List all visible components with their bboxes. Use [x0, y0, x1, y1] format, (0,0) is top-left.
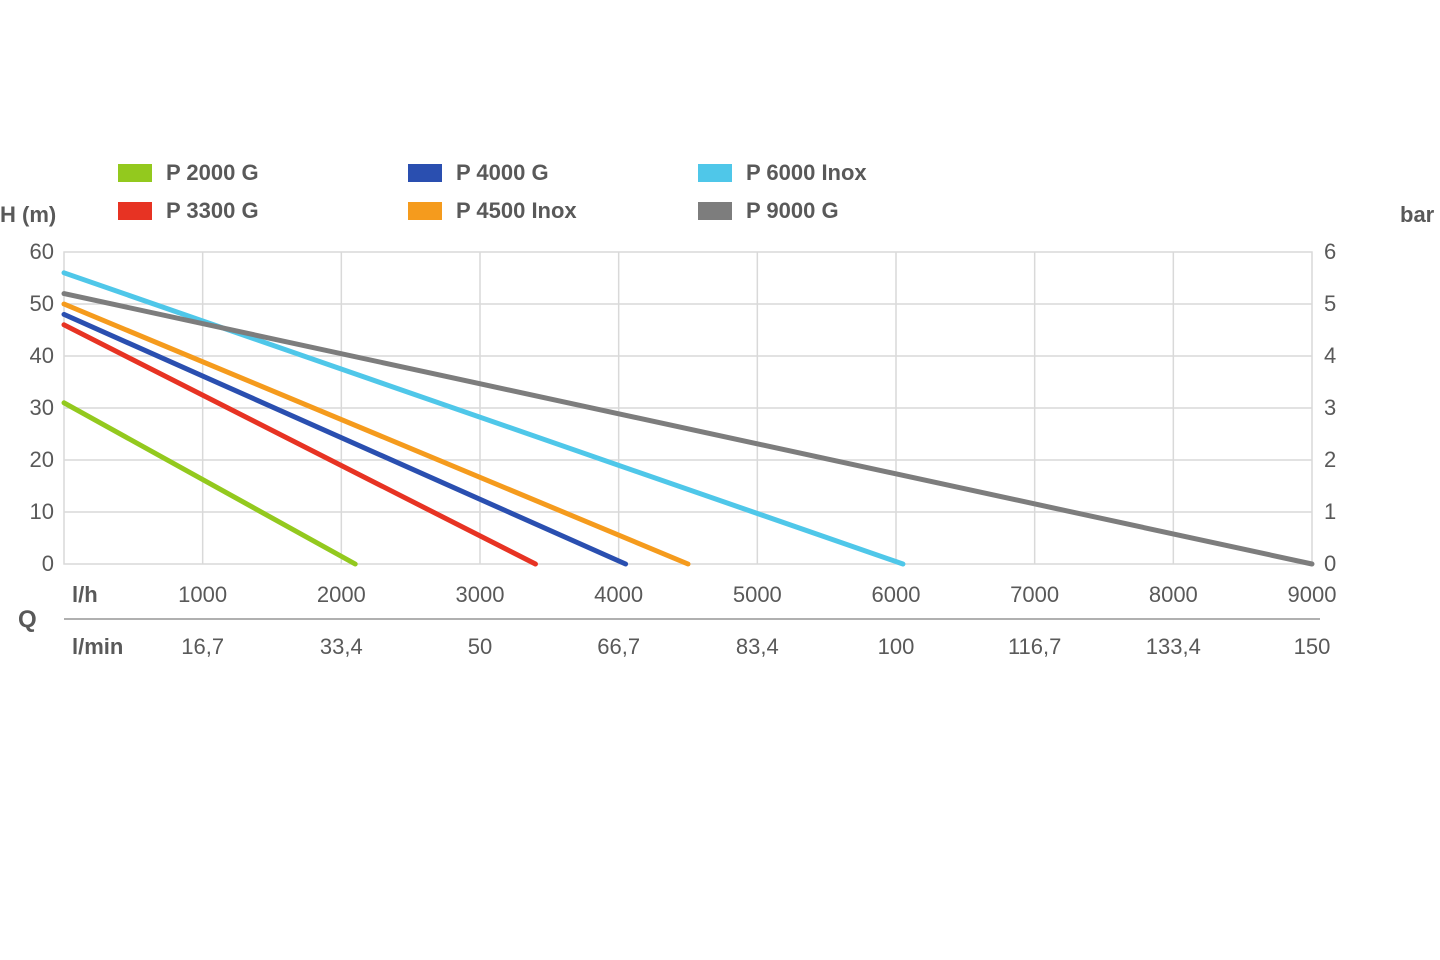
x-axis-q-label: Q [18, 606, 37, 634]
x-tick-label-lh: 5000 [733, 582, 782, 608]
y-right-tick-label: 0 [1324, 551, 1336, 577]
x-tick-label-lh: 1000 [178, 582, 227, 608]
x-tick-label-lmin: 33,4 [320, 634, 363, 660]
x-axis-unit-lmin: l/min [72, 634, 123, 660]
x-tick-label-lh: 3000 [456, 582, 505, 608]
y-left-tick-label: 60 [30, 239, 54, 265]
x-tick-label-lh: 6000 [872, 582, 921, 608]
y-left-tick-label: 10 [30, 499, 54, 525]
chart-container: P 2000 GP 4000 GP 6000 InoxP 3300 GP 450… [0, 0, 1440, 960]
x-tick-label-lmin: 50 [468, 634, 492, 660]
y-left-tick-label: 40 [30, 343, 54, 369]
x-tick-label-lh: 9000 [1288, 582, 1337, 608]
x-tick-label-lmin: 16,7 [181, 634, 224, 660]
x-tick-label-lmin: 66,7 [597, 634, 640, 660]
y-right-tick-label: 4 [1324, 343, 1336, 369]
y-right-tick-label: 2 [1324, 447, 1336, 473]
x-tick-label-lh: 2000 [317, 582, 366, 608]
x-tick-label-lmin: 100 [878, 634, 915, 660]
y-left-tick-label: 50 [30, 291, 54, 317]
line-chart-plot [0, 0, 1440, 960]
x-axis-separator-rule [64, 618, 1320, 620]
y-right-tick-label: 5 [1324, 291, 1336, 317]
x-axis-unit-lh: l/h [72, 582, 98, 608]
x-tick-label-lh: 4000 [594, 582, 643, 608]
y-left-tick-label: 30 [30, 395, 54, 421]
x-tick-label-lmin: 150 [1294, 634, 1331, 660]
y-right-tick-label: 3 [1324, 395, 1336, 421]
x-tick-label-lmin: 116,7 [1008, 634, 1061, 660]
x-tick-label-lmin: 83,4 [736, 634, 779, 660]
y-right-tick-label: 1 [1324, 499, 1336, 525]
x-tick-label-lmin: 133,4 [1146, 634, 1201, 660]
x-tick-label-lh: 7000 [1010, 582, 1059, 608]
y-right-tick-label: 6 [1324, 239, 1336, 265]
x-tick-label-lh: 8000 [1149, 582, 1198, 608]
y-left-tick-label: 20 [30, 447, 54, 473]
y-left-tick-label: 0 [42, 551, 54, 577]
